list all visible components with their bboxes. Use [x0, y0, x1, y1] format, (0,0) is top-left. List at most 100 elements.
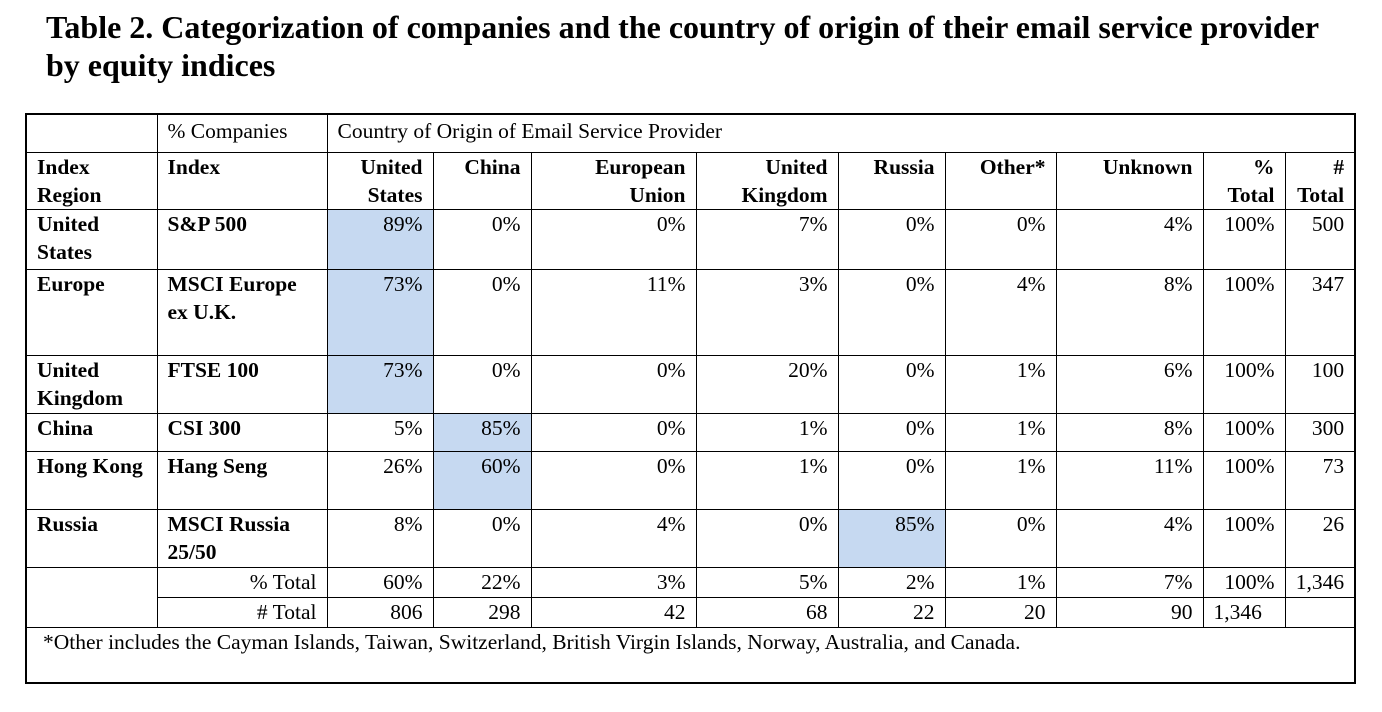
col-header-pct-total: % Total [1202, 151, 1286, 210]
value-cell-china: 0% [432, 354, 532, 414]
value-cell-other: 1% [944, 412, 1057, 452]
pct-total-row: % Total 60% 22% 3% 5% 2% 1% 7% 100% 1,34… [25, 566, 1357, 628]
value-cell-eu: 4% [530, 508, 697, 568]
value-cell-us: 5% [326, 412, 434, 452]
value-cell-num-total: 100 [1284, 354, 1357, 414]
value-cell-us: 26% [326, 450, 434, 510]
value-cell-other: 0% [944, 208, 1057, 270]
index-region-cell: Russia [25, 508, 158, 568]
pct-total-value: 3% [530, 566, 697, 598]
value-cell-us: 73% [326, 268, 434, 356]
pct-total-value: 60% [326, 566, 434, 598]
totals-blank-cell [25, 566, 158, 628]
value-cell-num-total: 300 [1284, 412, 1357, 452]
value-cell-russia: 85% [837, 508, 946, 568]
table-row: Russia MSCI Russia 25/50 8% 0% 4% 0% 85% 0% 4% 10… [25, 508, 1357, 568]
index-name-cell: MSCI Russia 25/50 [156, 508, 328, 568]
table-row: United Kingdom FTSE 100 73% 0% 0% 20% 0% 1% 6% 10… [25, 354, 1357, 414]
value-cell-other: 1% [944, 450, 1057, 510]
value-cell-uk: 20% [695, 354, 839, 414]
value-cell-pct-total: 100% [1202, 412, 1286, 452]
col-header-russia: Russia [837, 151, 946, 210]
pct-total-value: 2% [837, 566, 946, 598]
header-top-row: % Companies Country of Origin of Email S… [25, 113, 1357, 153]
value-cell-uk: 3% [695, 268, 839, 356]
value-cell-pct-total: 100% [1202, 508, 1286, 568]
value-cell-us: 8% [326, 508, 434, 568]
value-cell-uk: 1% [695, 412, 839, 452]
value-cell-china: 0% [432, 508, 532, 568]
col-header-index: Index [156, 151, 328, 210]
value-cell-china: 85% [432, 412, 532, 452]
col-header-index-region: Index Region [25, 151, 158, 210]
table-row: Europe MSCI Europe ex U.K. 73% 0% 11% 3% 0% 4% 8… [25, 268, 1357, 356]
header-corner-cell [25, 113, 158, 153]
num-total-row: # Total 806 298 42 68 22 20 90 1,346 [26, 596, 1357, 628]
index-name-cell: Hang Seng [156, 450, 328, 510]
value-cell-pct-total: 100% [1202, 268, 1286, 356]
col-header-num-total: # Total [1284, 151, 1357, 210]
companies-header: % Companies [156, 113, 328, 153]
index-name-cell: FTSE 100 [156, 354, 328, 414]
value-cell-eu: 0% [530, 412, 697, 452]
value-cell-russia: 0% [837, 412, 946, 452]
col-header-united-states: United States [326, 151, 434, 210]
value-cell-other: 4% [944, 268, 1057, 356]
table-row: Hong Kong Hang Seng 26% 60% 0% 1% 0% 1% 11% 100% 7… [25, 450, 1357, 510]
pct-total-value: 7% [1055, 566, 1204, 598]
pct-total-value: 100% [1202, 566, 1286, 598]
num-total-value: 1,346 [1202, 596, 1286, 628]
index-name-cell: MSCI Europe ex U.K. [156, 268, 328, 356]
num-total-value: 90 [1055, 596, 1204, 628]
value-cell-russia: 0% [837, 268, 946, 356]
value-cell-unknown: 8% [1055, 268, 1204, 356]
value-cell-num-total: 73 [1284, 450, 1357, 510]
value-cell-num-total: 347 [1284, 268, 1357, 356]
email-provider-table: % Companies Country of Origin of Email S… [24, 113, 1357, 684]
col-header-united-kingdom: United Kingdom [695, 151, 839, 210]
index-region-cell: United States [25, 208, 158, 270]
pct-total-value: 1% [944, 566, 1057, 598]
value-cell-russia: 0% [837, 354, 946, 414]
value-cell-eu: 0% [530, 450, 697, 510]
col-header-other: Other* [944, 151, 1057, 210]
footnote-row: *Other includes the Cayman Islands, Taiw… [24, 626, 1357, 684]
index-region-cell: China [25, 412, 158, 452]
col-header-unknown: Unknown [1055, 151, 1204, 210]
num-total-value [1284, 596, 1357, 628]
index-region-cell: Europe [25, 268, 158, 356]
pct-total-label: % Total [156, 566, 328, 598]
value-cell-other: 0% [944, 508, 1057, 568]
table-caption: Table 2. Categorization of companies and… [46, 9, 1319, 83]
value-cell-uk: 7% [695, 208, 839, 270]
value-cell-num-total: 500 [1284, 208, 1357, 270]
value-cell-china: 0% [432, 268, 532, 356]
num-total-value: 42 [530, 596, 697, 628]
num-total-label: # Total [156, 596, 328, 628]
value-cell-eu: 0% [530, 354, 697, 414]
value-cell-uk: 0% [695, 508, 839, 568]
value-cell-other: 1% [944, 354, 1057, 414]
value-cell-pct-total: 100% [1202, 450, 1286, 510]
data-rows: United States S&P 500 89% 0% 0% 7% 0% 0% 4% 100% 5… [25, 208, 1357, 568]
value-cell-pct-total: 100% [1202, 354, 1286, 414]
num-total-value: 20 [944, 596, 1057, 628]
column-header-row: Index Region Index United States China E… [25, 151, 1357, 210]
value-cell-china: 0% [432, 208, 532, 270]
num-total-value: 68 [695, 596, 839, 628]
index-name-cell: CSI 300 [156, 412, 328, 452]
pct-total-value: 5% [695, 566, 839, 598]
col-header-european-union: European Union [530, 151, 697, 210]
value-cell-eu: 11% [530, 268, 697, 356]
table-row: China CSI 300 5% 85% 0% 1% 0% 1% 8% 100% 300 [25, 412, 1357, 452]
index-name-cell: S&P 500 [156, 208, 328, 270]
value-cell-us: 89% [326, 208, 434, 270]
value-cell-uk: 1% [695, 450, 839, 510]
col-header-china: China [432, 151, 532, 210]
num-total-value: 806 [326, 596, 434, 628]
value-cell-unknown: 6% [1055, 354, 1204, 414]
value-cell-num-total: 26 [1284, 508, 1357, 568]
value-cell-unknown: 11% [1055, 450, 1204, 510]
table-row: United States S&P 500 89% 0% 0% 7% 0% 0% 4% 100% 5… [25, 208, 1357, 270]
value-cell-unknown: 8% [1055, 412, 1204, 452]
